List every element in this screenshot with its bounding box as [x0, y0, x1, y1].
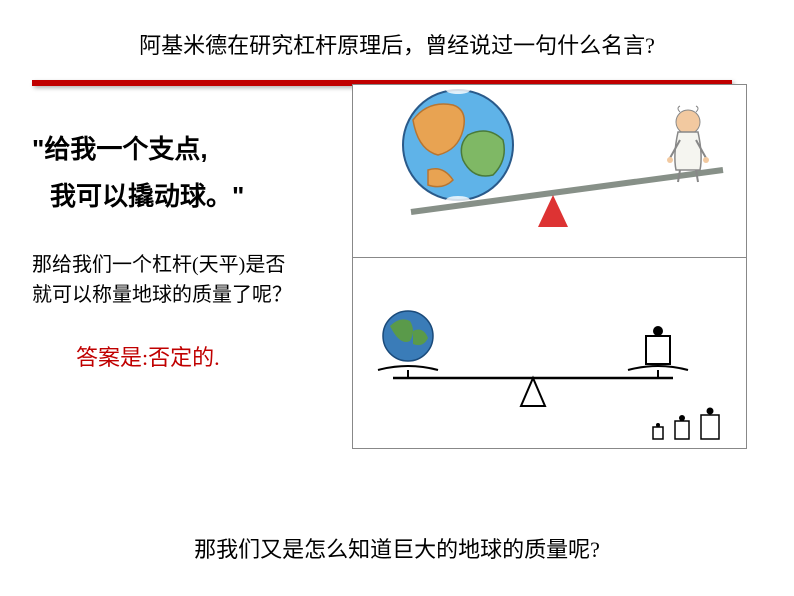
slide-title: 阿基米德在研究杠杆原理后，曾经说过一句什么名言?: [0, 0, 794, 80]
balance-svg: [353, 258, 748, 450]
left-column: "给我一个支点, 我可以撬动球。" 那给我们一个杠杆(天平)是否 就可以称量地球…: [32, 86, 352, 449]
bottom-question: 那我们又是怎么知道巨大的地球的质量呢?: [0, 532, 794, 564]
answer-text: 答案是:否定的.: [32, 340, 352, 372]
content-area: "给我一个支点, 我可以撬动球。" 那给我们一个杠杆(天平)是否 就可以称量地球…: [0, 86, 794, 449]
balance-illustration: [352, 257, 747, 449]
quote-line-2: 我可以撬动球。": [32, 173, 352, 220]
question-2: 那给我们一个杠杆(天平)是否 就可以称量地球的质量了呢？: [32, 250, 352, 310]
right-column: [352, 86, 752, 449]
quote-line-1: "给我一个支点,: [32, 126, 352, 173]
question2-line-1: 那给我们一个杠杆(天平)是否: [32, 250, 352, 280]
lever-svg: [353, 85, 748, 259]
archimedes-quote: "给我一个支点, 我可以撬动球。": [32, 126, 352, 220]
lever-illustration: [352, 84, 747, 258]
question2-line-2: 就可以称量地球的质量了呢？: [32, 280, 352, 310]
